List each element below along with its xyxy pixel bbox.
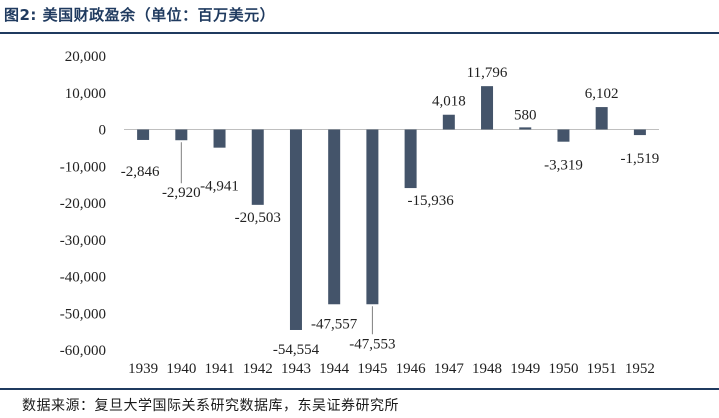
data-label-1941: -4,941 — [200, 179, 239, 195]
data-label-1940: -2,920 — [162, 185, 201, 201]
data-label-1949: 580 — [514, 107, 537, 123]
y-tick-label: -10,000 — [60, 159, 106, 175]
x-tick-label: 1943 — [281, 361, 311, 377]
x-tick-label: 1940 — [166, 361, 196, 377]
bar-1952 — [633, 129, 646, 136]
bar-1939 — [137, 129, 150, 140]
y-tick-label: -60,000 — [60, 343, 106, 359]
bar-1945 — [366, 129, 379, 305]
bar-1947 — [442, 114, 455, 130]
bar-1942 — [251, 129, 264, 205]
data-label-1948: 11,796 — [467, 65, 508, 81]
data-label-1947: 4,018 — [432, 94, 466, 110]
x-tick-label: 1944 — [319, 361, 350, 377]
bar-1950 — [557, 129, 570, 142]
x-tick-label: 1950 — [548, 361, 578, 377]
bar-1946 — [404, 129, 417, 189]
bar-1944 — [328, 129, 341, 305]
x-tick-label: 1942 — [243, 361, 273, 377]
x-tick-label: 1951 — [587, 361, 617, 377]
y-tick-label: 20,000 — [65, 49, 106, 65]
figure-title: 图2: 美国财政盈余（单位：百万美元） — [4, 6, 276, 24]
x-tick-label: 1947 — [434, 361, 465, 377]
y-tick-label: 10,000 — [65, 86, 106, 102]
bar-1941 — [213, 129, 226, 148]
x-tick-label: 1949 — [510, 361, 540, 377]
data-label-1946: -15,936 — [407, 193, 454, 209]
bar-1948 — [481, 86, 494, 130]
top-rule — [0, 32, 719, 34]
x-tick-label: 1941 — [205, 361, 235, 377]
data-label-1951: 6,102 — [585, 86, 619, 102]
y-tick-label: -20,000 — [60, 196, 106, 212]
y-tick-label: -30,000 — [60, 233, 106, 249]
data-label-1944: -47,557 — [311, 316, 358, 332]
bar-1951 — [595, 107, 608, 130]
x-tick-label: 1945 — [357, 361, 387, 377]
bottom-rule — [0, 388, 719, 390]
y-tick-label: -40,000 — [60, 270, 106, 286]
data-label-1943: -54,554 — [273, 342, 320, 358]
label-leader-lines — [180, 142, 373, 335]
x-axis-ticks: 1939 1940 1941 1942 1943 1944 1945 1946 1947 1948… — [128, 361, 655, 377]
x-tick-label: 1939 — [128, 361, 158, 377]
y-tick-label: 0 — [99, 123, 107, 139]
bar-1940 — [175, 129, 188, 141]
bar-1949 — [519, 127, 532, 130]
data-label-1939: -2,846 — [121, 164, 160, 180]
data-label-1952: -1,519 — [621, 151, 660, 167]
data-label-1950: -3,319 — [544, 158, 583, 174]
x-tick-label: 1948 — [472, 361, 502, 377]
y-tick-label: -50,000 — [60, 306, 106, 322]
source-note: 数据来源：复旦大学国际关系研究数据库，东吴证券研究所 — [22, 398, 399, 414]
data-labels: -2,846-2,920 -4,941 -20,503 -54,554 -47,557 -… — [121, 65, 660, 358]
bar-1943 — [289, 129, 302, 330]
x-tick-label: 1952 — [625, 361, 655, 377]
data-label-1942: -20,503 — [235, 210, 281, 226]
data-label-1945: -47,553 — [349, 336, 395, 352]
y-axis-ticks: 20,000 10,000 0 -10,000 -20,000 -30,000 -40,00… — [60, 49, 106, 359]
bars — [137, 86, 646, 330]
x-tick-label: 1946 — [396, 361, 427, 377]
